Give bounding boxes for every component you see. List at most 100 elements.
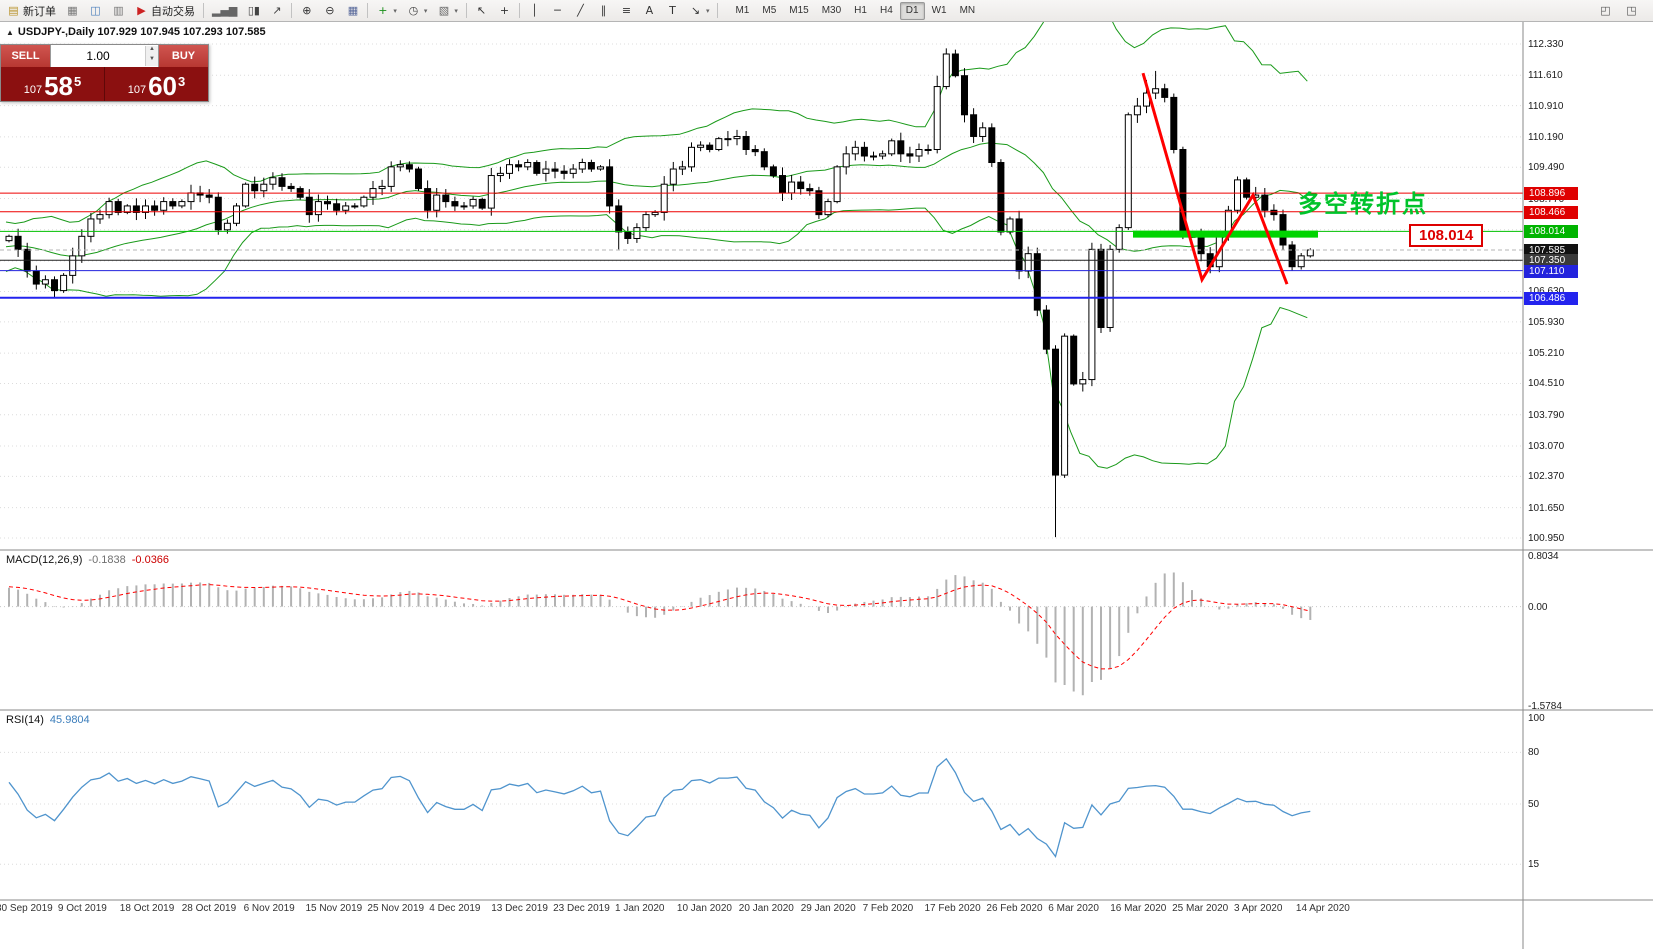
timeframe-M5[interactable]: M5 [762,4,777,16]
one-click-collapse-icon[interactable]: ▲ [6,27,14,37]
bar-chart-icon: ▂▄▆ [212,4,238,17]
toolbar-button-label[interactable]: T [661,1,684,20]
toolbar-button-market-watch[interactable]: ▥ [107,1,130,20]
price-axis-label: 110.910 [1528,100,1564,112]
dropdown-arrow-icon: ▾ [454,7,458,15]
date-label: 13 Dec 2019 [491,903,548,914]
toolbar-button-channel[interactable]: ∥ [592,1,615,20]
toolbar-button-templates[interactable]: ▧ ▾ [432,1,463,20]
toolbar-button-chart-window[interactable]: ▦ [61,1,84,20]
timeframe-MN[interactable]: MN [959,4,976,16]
toolbar-button-autotrading[interactable]: ▶ 自动交易 [130,1,200,20]
window-grid-icon: ◰ [1600,4,1611,17]
toolbar-button-label: 新订单 [23,5,56,18]
sell-price-button[interactable]: 107 58 5 [1,67,105,101]
new-order-icon: ▤ [8,4,19,17]
timeframe-M1[interactable]: M1 [735,4,750,16]
price-tag: 106.486 [1524,291,1578,305]
lot-increase-button[interactable]: ▲ [146,46,158,56]
profiles-icon: ◫ [90,4,101,17]
arrows-icon: ↘ [690,4,701,17]
macd-axis-label: 0.8034 [1528,551,1559,562]
price-axis-label: 103.070 [1528,440,1565,452]
timeframe-H1[interactable]: H1 [854,4,867,16]
date-label: 23 Dec 2019 [553,903,610,914]
lot-size-input[interactable] [51,49,145,63]
sell-price-prefix: 107 [23,84,43,96]
toolbar-button-indicators[interactable]: + ▾ [371,1,402,20]
toolbar-button-text[interactable]: A [638,1,661,20]
lot-size-field: ▲ ▼ [50,45,159,67]
toolbar-button-profiles[interactable]: ◫ [84,1,107,20]
toolbar-button-window-grid[interactable]: ◰ [1594,1,1617,20]
toolbar-button-periods[interactable]: ◷ ▾ [402,1,433,20]
timeframe-W1[interactable]: W1 [931,4,947,16]
macd-panel [0,572,1523,696]
price-tag: 108.014 [1524,225,1578,239]
autotrading-icon: ▶ [137,4,146,17]
timeframe-D1[interactable]: D1 [899,1,925,20]
toolbar-button-cursor[interactable]: ↖ [470,1,493,20]
price-tag: 107.110 [1524,264,1578,278]
horizontal-line-icon: ─ [554,4,561,17]
crosshair-icon: + [499,4,510,17]
date-label: 16 Mar 2020 [1110,903,1167,914]
buy-price-button[interactable]: 107 60 3 [105,67,208,101]
buy-price-prefix: 107 [127,84,147,96]
buy-button[interactable]: BUY [159,45,208,67]
toolbar-button-crosshair[interactable]: + [493,1,516,20]
date-label: 14 Apr 2020 [1295,903,1350,914]
toolbar-button-zoom-out[interactable]: ⊖ [318,1,341,20]
price-level-annotation[interactable]: 108.014 [1409,224,1484,247]
toolbar-button-line-chart[interactable]: ↗ [265,1,288,20]
periods-icon: ◷ [408,4,419,17]
toolbar-separator [367,3,369,18]
price-axis-label: 111.610 [1528,70,1563,82]
fibonacci-icon: ≡ [621,4,632,17]
date-label: 28 Oct 2019 [181,903,237,914]
toolbar-button-fibonacci[interactable]: ≡ [615,1,638,20]
toolbar-button-tile-windows[interactable]: ▦ [341,1,364,20]
toolbar-button-arrows[interactable]: ↘ ▾ [684,1,715,20]
dropdown-arrow-icon: ▾ [423,7,428,15]
zigzag-trendline-object[interactable] [1141,72,1289,285]
turning-point-annotation[interactable]: 多空转折点 [1298,191,1428,218]
rsi-panel [0,751,1523,865]
toolbar-button-trendline[interactable]: ╱ [569,1,592,20]
zoom-in-icon: ⊕ [302,4,312,17]
toolbar-separator [203,3,204,18]
toolbar-button-zoom-in[interactable]: ⊕ [295,1,318,20]
toolbar-button-candlestick[interactable]: ▯▮ [242,1,265,20]
date-label: 17 Feb 2020 [924,903,981,914]
date-label: 7 Feb 2020 [862,903,914,914]
timeframe-M15[interactable]: M15 [789,4,809,16]
candlestick-icon: ▯▮ [247,4,260,17]
rsi-label: RSI(14) 45.9804 [6,714,90,726]
date-label: 29 Jan 2020 [800,903,856,914]
macd-signal-value: -0.0366 [131,554,170,566]
toolbar-button-vertical-line[interactable]: │ [523,1,546,20]
toolbar-button-bar-chart[interactable]: ▂▄▆ [207,1,242,20]
sell-button[interactable]: SELL [1,45,50,67]
line-chart-icon: ↗ [272,4,282,17]
bollinger-bands [5,22,1308,469]
indicators-icon: + [378,4,388,17]
toolbar-separator [717,3,719,18]
lot-decrease-button[interactable]: ▼ [146,56,158,66]
toolbar-separator [518,3,520,18]
toolbar-button-horizontal-line[interactable]: ─ [546,1,569,20]
toolbar-button-new-order[interactable]: ▤ 新订单 [2,1,61,20]
timeframe-M30[interactable]: M30 [821,4,842,16]
timeframe-H4[interactable]: H4 [879,4,893,16]
rsi-axis-label: 50 [1528,799,1540,810]
date-label: 6 Mar 2020 [1048,903,1099,914]
price-tag: 108.466 [1524,205,1578,219]
toolbar-separator [465,3,467,18]
date-label: 4 Dec 2019 [429,903,481,914]
price-axis-label: 104.510 [1528,378,1565,390]
rsi-axis-label: 100 [1528,713,1545,724]
price-axis-label: 100.950 [1528,533,1565,545]
toolbar-button-window-list[interactable]: ◳ [1620,1,1643,20]
